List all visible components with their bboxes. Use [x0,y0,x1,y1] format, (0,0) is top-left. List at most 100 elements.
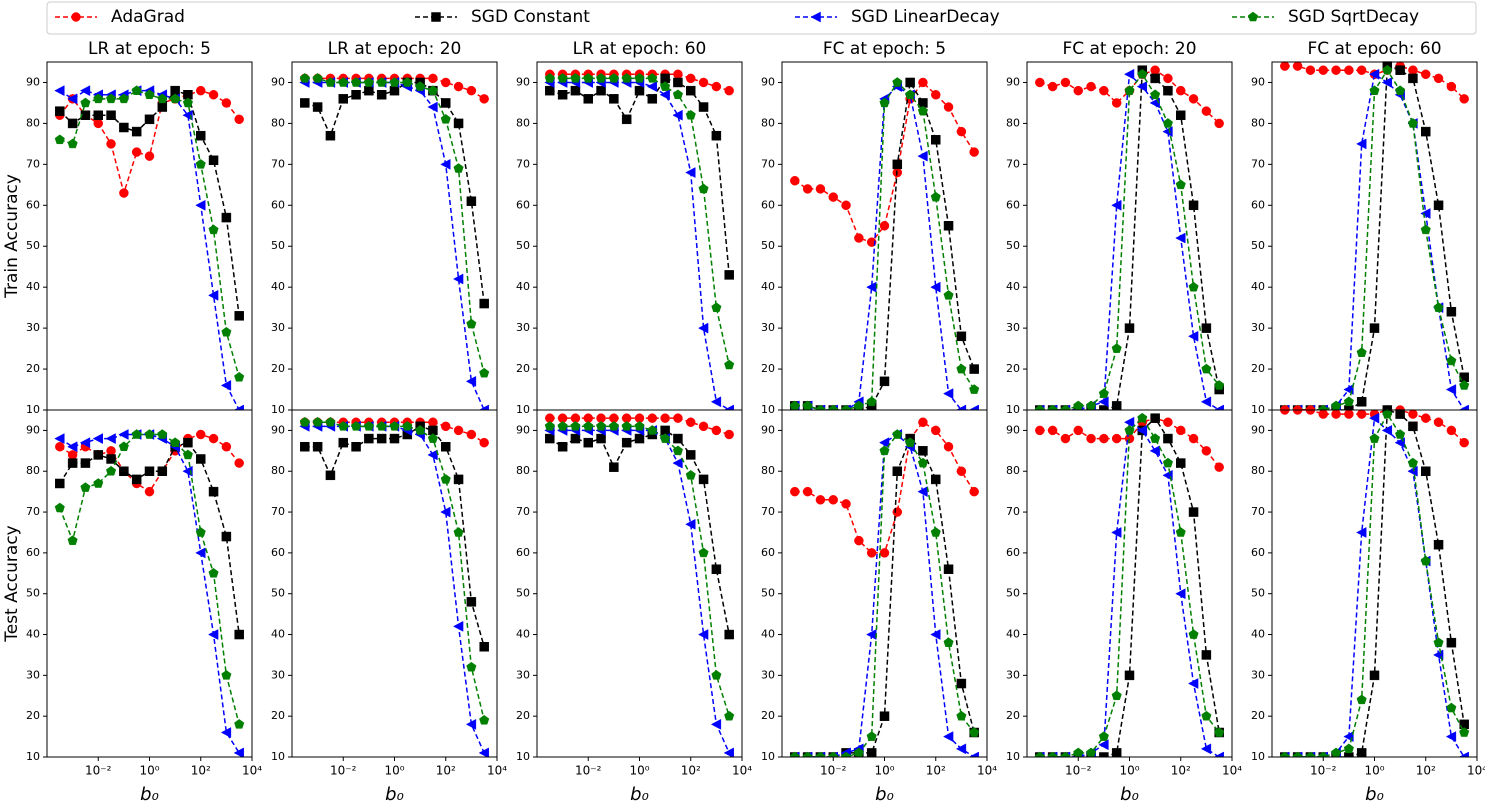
marker [1368,412,1380,424]
y-tick-label: 10 [1251,403,1265,416]
marker [389,77,400,87]
marker [208,433,219,444]
y-tick-label: 30 [1251,668,1265,681]
marker [931,135,941,145]
marker [389,433,400,444]
marker [208,486,219,497]
marker [441,98,451,108]
marker [1433,302,1444,312]
marker [892,507,903,517]
y-tick-label: 60 [26,546,40,559]
marker [1459,380,1470,390]
marker [80,97,91,108]
y-tick-label: 50 [26,587,40,600]
marker [854,233,864,243]
marker [917,150,928,162]
y-tick-label: 10 [26,403,40,416]
marker [828,495,838,505]
y-tick-label: 30 [1251,321,1265,334]
marker [1188,433,1199,444]
marker [673,69,683,80]
y-tick-label: 50 [1006,239,1020,252]
marker [233,404,244,410]
marker [1073,425,1083,436]
marker [234,371,245,382]
marker [1188,94,1199,104]
marker [196,85,206,96]
marker [841,200,851,211]
y-tick-label: 80 [516,464,530,477]
plot-marks [54,85,245,410]
y-tick-label: 50 [516,239,530,252]
y-tick-label: 30 [516,668,530,681]
plot-marks [789,77,980,410]
marker [723,747,734,757]
legend-marker [1247,11,1259,22]
y-tick-label: 40 [271,280,285,293]
marker [196,130,206,141]
marker [479,94,489,104]
marker [208,90,219,100]
marker [54,85,65,97]
marker [1137,68,1148,79]
marker [1111,199,1122,211]
marker [879,221,890,231]
marker [466,85,477,96]
marker [802,751,813,757]
y-tick-label: 80 [271,116,285,129]
marker [1445,384,1457,395]
marker [106,110,116,120]
marker [119,122,129,133]
marker [1407,118,1418,128]
marker [1459,727,1470,737]
x-axis-label: b₀ [385,784,404,804]
marker [106,465,117,476]
marker [557,90,568,100]
marker [1214,118,1224,129]
plot-area [47,62,252,410]
marker [1395,429,1406,439]
y-tick-label: 90 [516,75,530,88]
marker [1162,126,1173,138]
x-tick-label: 10⁻² [1310,764,1337,778]
marker [389,85,400,96]
marker [647,73,658,83]
marker [790,486,800,497]
x-tick-label: 10² [1171,764,1191,778]
marker [325,470,336,481]
marker [698,102,709,112]
marker [660,433,671,443]
y-tick-label: 70 [516,157,530,170]
marker [1395,409,1405,419]
y-tick-label: 40 [516,628,530,641]
marker [1343,743,1354,754]
marker [1318,65,1328,75]
marker [338,437,348,448]
marker [93,93,104,104]
marker [466,597,477,607]
marker [1446,355,1457,366]
marker [441,77,451,88]
y-tick-label: 80 [761,464,775,477]
y-tick-label: 90 [271,423,285,436]
y-tick-label: 40 [1251,628,1265,641]
plot-frame [291,409,498,758]
marker [930,527,941,537]
marker [698,322,709,334]
marker [157,466,168,476]
x-tick-label: 10⁻² [1065,764,1092,778]
y-tick-label: 40 [26,280,40,293]
marker [1381,424,1393,436]
y-tick-label: 90 [1251,423,1265,436]
marker [1421,466,1431,476]
marker [389,421,400,431]
marker [583,437,593,448]
y-tick-label: 90 [26,423,40,436]
marker [1433,539,1444,550]
marker [1175,232,1186,244]
marker [144,429,155,439]
marker [905,89,916,100]
marker [364,433,374,444]
y-tick-label: 20 [271,362,285,375]
y-tick-label: 50 [761,239,775,252]
